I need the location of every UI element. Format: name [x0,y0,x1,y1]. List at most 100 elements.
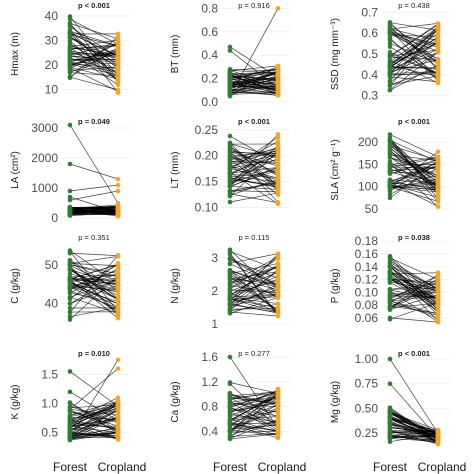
pair-line [229,263,279,286]
forest-point [67,250,73,256]
forest-point [387,298,393,304]
cropland-point [275,71,281,77]
forest-point [227,417,233,422]
cropland-point [435,289,441,295]
y-tick-label: 0 [51,211,58,225]
cropland-point [115,418,121,424]
pair-line [229,92,279,94]
pair-line [389,43,439,64]
x-category-cropland: Cropland [98,460,147,474]
forest-point [387,269,393,274]
y-tick-label: 0.4 [361,68,378,82]
pair-line [229,152,279,160]
cropland-points [435,149,441,209]
pair-line [69,32,119,57]
pair-line [389,159,439,175]
forest-point [67,161,73,167]
forest-point [387,413,393,419]
pair-line [229,266,279,284]
forest-point [227,44,233,50]
y-axis-label: K (g/kg) [10,384,21,419]
cropland-point [275,408,281,414]
pair-line [69,283,119,292]
pair-lines [229,249,279,317]
pair-line [229,68,279,78]
cropland-point [275,396,281,401]
forest-point [227,428,233,433]
pair-line [229,50,279,89]
y-tick-label: 1.0 [41,396,58,410]
pair-line [229,167,279,174]
y-tick-label: 0.5 [41,426,58,440]
cropland-point [275,254,281,260]
cropland-points [275,386,281,441]
pair-line [229,433,279,440]
cropland-point [435,435,441,441]
pair-line [229,160,279,164]
pair-lines [389,256,439,323]
x-category-forest: Forest [53,460,88,474]
pair-line [389,358,439,434]
y-tick-label: 0.12 [355,273,379,287]
pair-line [229,134,279,186]
pair-line [389,134,439,158]
pair-line [229,169,279,187]
y-tick-label: 0.16 [355,247,379,261]
pair-line [69,36,119,62]
pair-line [69,264,119,274]
y-tick-label: 0.25 [195,123,219,137]
cropland-point [435,297,441,303]
pair-line [69,206,119,210]
forest-point [67,301,73,306]
cropland-point [435,173,441,178]
pair-line [229,150,279,157]
y-tick-label: 1000 [31,181,58,195]
pair-line [389,266,439,306]
cropland-point [435,48,441,54]
forest-point [67,413,73,418]
cropland-point [115,366,121,371]
forest-point [387,315,393,321]
forest-point [67,188,73,194]
pair-line [389,68,439,86]
pair-line [229,411,279,427]
y-tick-label: 40 [45,296,59,310]
pair-line [229,257,279,286]
cropland-point [435,34,441,39]
pair-line [69,256,119,264]
pair-line [69,268,119,300]
pair-line [389,157,439,171]
pair-line [389,302,439,316]
pair-line [69,269,119,301]
cropland-point [275,389,281,395]
pair-line [389,257,439,280]
cropland-point [115,282,121,287]
pair-line [69,26,119,58]
cropland-point [435,78,441,83]
cropland-points [115,31,121,95]
cropland-point [275,306,281,311]
cropland-point [435,440,441,445]
y-tick-label: 20 [45,58,59,72]
panel-k: 0.5 1.0 1.5 K (g/kg) p = 0.010 Forest Cropland [10,349,146,474]
pair-line [389,33,439,60]
pair-line [389,272,439,275]
cropland-point [275,81,281,87]
pair-line [229,253,279,305]
forest-point [227,133,233,139]
forest-point [387,178,393,184]
pair-line [69,422,119,429]
pair-lines [389,134,439,207]
y-axis-label: SSD (mg mm⁻³) [330,18,341,90]
pair-line [229,419,279,433]
cropland-points [435,270,441,325]
pair-line [69,419,119,439]
pair-lines [69,359,119,441]
panel-mg: 0.25 0.50 0.75 1.00 Mg (g/kg) p < 0.001 Forest… [330,349,466,474]
pair-line [69,190,119,201]
p-value-label: p = 0.038 [398,233,430,242]
forest-point [387,44,393,50]
pair-line [229,270,279,299]
y-axis-label: SLA (cm² g⁻¹) [330,139,341,200]
p-value-label: p < 0.001 [398,117,430,126]
